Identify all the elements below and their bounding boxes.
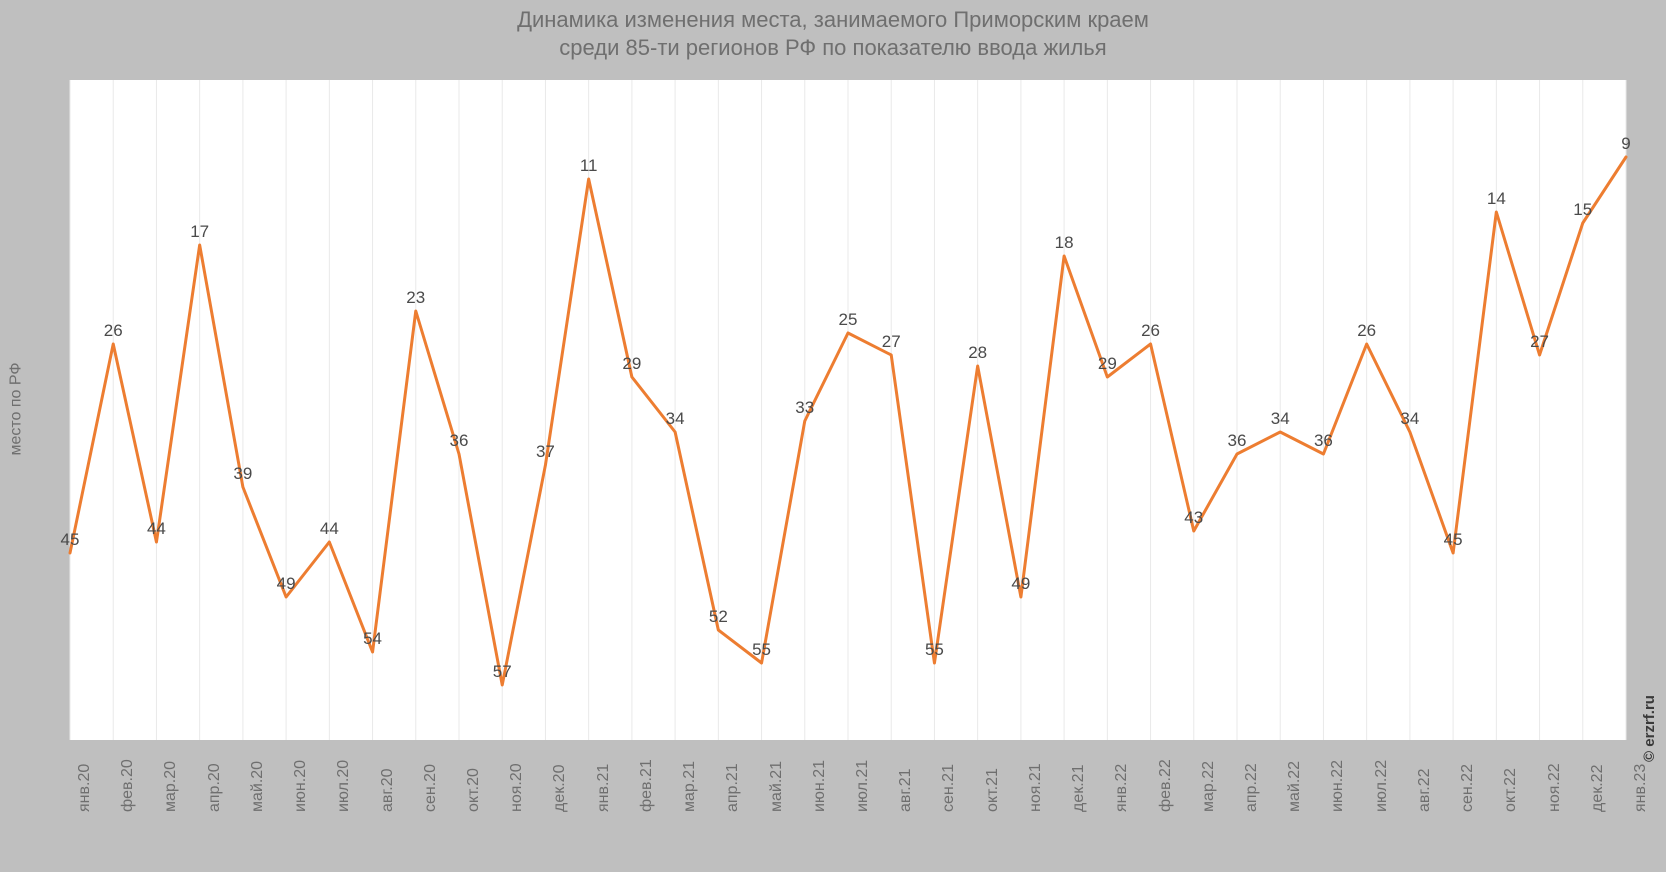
x-tick-label: июн.21 bbox=[811, 760, 829, 812]
value-label: 45 bbox=[50, 530, 90, 550]
x-tick-label: апр.21 bbox=[724, 763, 742, 812]
value-label: 34 bbox=[655, 409, 695, 429]
value-label: 49 bbox=[266, 574, 306, 594]
value-label: 54 bbox=[353, 629, 393, 649]
x-tick-label: дек.22 bbox=[1589, 765, 1607, 812]
x-tick-label: окт.21 bbox=[984, 768, 1002, 812]
value-label: 18 bbox=[1044, 233, 1084, 253]
value-label: 15 bbox=[1563, 200, 1603, 220]
value-label: 45 bbox=[1433, 530, 1473, 550]
value-label: 44 bbox=[136, 519, 176, 539]
x-tick-label: июн.22 bbox=[1329, 760, 1347, 812]
x-tick-label: мар.20 bbox=[162, 761, 180, 812]
x-tick-label: май.20 bbox=[249, 761, 267, 812]
value-label: 28 bbox=[958, 343, 998, 363]
x-tick-label: дек.20 bbox=[551, 765, 569, 812]
value-label: 11 bbox=[569, 156, 609, 176]
x-tick-label: фев.22 bbox=[1157, 759, 1175, 812]
x-tick-label: мар.22 bbox=[1200, 761, 1218, 812]
x-tick-label: июн.20 bbox=[292, 760, 310, 812]
value-label: 27 bbox=[1520, 332, 1560, 352]
x-tick-label: ноя.20 bbox=[508, 763, 526, 812]
watermark: © erzrf.ru bbox=[1641, 695, 1658, 762]
x-tick-label: янв.21 bbox=[595, 764, 613, 812]
value-label: 27 bbox=[871, 332, 911, 352]
x-tick-label: ноя.22 bbox=[1546, 763, 1564, 812]
chart-container: Динамика изменения места, занимаемого Пр… bbox=[0, 0, 1666, 872]
value-label: 26 bbox=[1347, 321, 1387, 341]
value-label: 26 bbox=[1131, 321, 1171, 341]
x-tick-label: авг.22 bbox=[1416, 768, 1434, 812]
x-tick-label: июл.22 bbox=[1373, 760, 1391, 812]
value-label: 33 bbox=[785, 398, 825, 418]
x-tick-label: июл.20 bbox=[335, 760, 353, 812]
value-label: 55 bbox=[914, 640, 954, 660]
x-tick-label: фев.21 bbox=[638, 759, 656, 812]
value-label: 44 bbox=[309, 519, 349, 539]
x-tick-label: окт.20 bbox=[465, 768, 483, 812]
x-tick-label: сен.20 bbox=[422, 764, 440, 812]
x-tick-label: май.22 bbox=[1286, 761, 1304, 812]
value-label: 43 bbox=[1174, 508, 1214, 528]
value-label: 52 bbox=[698, 607, 738, 627]
value-label: 37 bbox=[525, 442, 565, 462]
value-label: 49 bbox=[1001, 574, 1041, 594]
x-tick-label: авг.20 bbox=[379, 768, 397, 812]
value-label: 23 bbox=[396, 288, 436, 308]
value-label: 14 bbox=[1476, 189, 1516, 209]
value-label: 34 bbox=[1390, 409, 1430, 429]
value-label: 17 bbox=[180, 222, 220, 242]
chart-svg bbox=[0, 0, 1666, 872]
x-tick-label: сен.21 bbox=[940, 764, 958, 812]
x-tick-label: май.21 bbox=[768, 761, 786, 812]
value-label: 57 bbox=[482, 662, 522, 682]
x-tick-label: дек.21 bbox=[1070, 765, 1088, 812]
x-tick-label: мар.21 bbox=[681, 761, 699, 812]
x-tick-label: апр.22 bbox=[1243, 763, 1261, 812]
y-axis-label: место по РФ bbox=[8, 362, 26, 455]
value-label: 26 bbox=[93, 321, 133, 341]
value-label: 39 bbox=[223, 464, 263, 484]
x-tick-label: авг.21 bbox=[897, 768, 915, 812]
x-tick-label: апр.20 bbox=[206, 763, 224, 812]
value-label: 25 bbox=[828, 310, 868, 330]
x-tick-label: фев.20 bbox=[119, 759, 137, 812]
x-tick-label: ноя.21 bbox=[1027, 763, 1045, 812]
value-label: 36 bbox=[1303, 431, 1343, 451]
x-tick-label: июл.21 bbox=[854, 760, 872, 812]
value-label: 9 bbox=[1606, 134, 1646, 154]
x-tick-label: окт.22 bbox=[1502, 768, 1520, 812]
value-label: 29 bbox=[1087, 354, 1127, 374]
value-label: 36 bbox=[1217, 431, 1257, 451]
x-tick-label: янв.20 bbox=[76, 764, 94, 812]
x-tick-label: сен.22 bbox=[1459, 764, 1477, 812]
value-label: 29 bbox=[612, 354, 652, 374]
value-label: 34 bbox=[1260, 409, 1300, 429]
x-tick-label: янв.23 bbox=[1632, 764, 1650, 812]
x-tick-label: янв.22 bbox=[1113, 764, 1131, 812]
value-label: 36 bbox=[439, 431, 479, 451]
plot-area: 4526441739494454233657371129345255332527… bbox=[0, 0, 1666, 872]
value-label: 55 bbox=[742, 640, 782, 660]
